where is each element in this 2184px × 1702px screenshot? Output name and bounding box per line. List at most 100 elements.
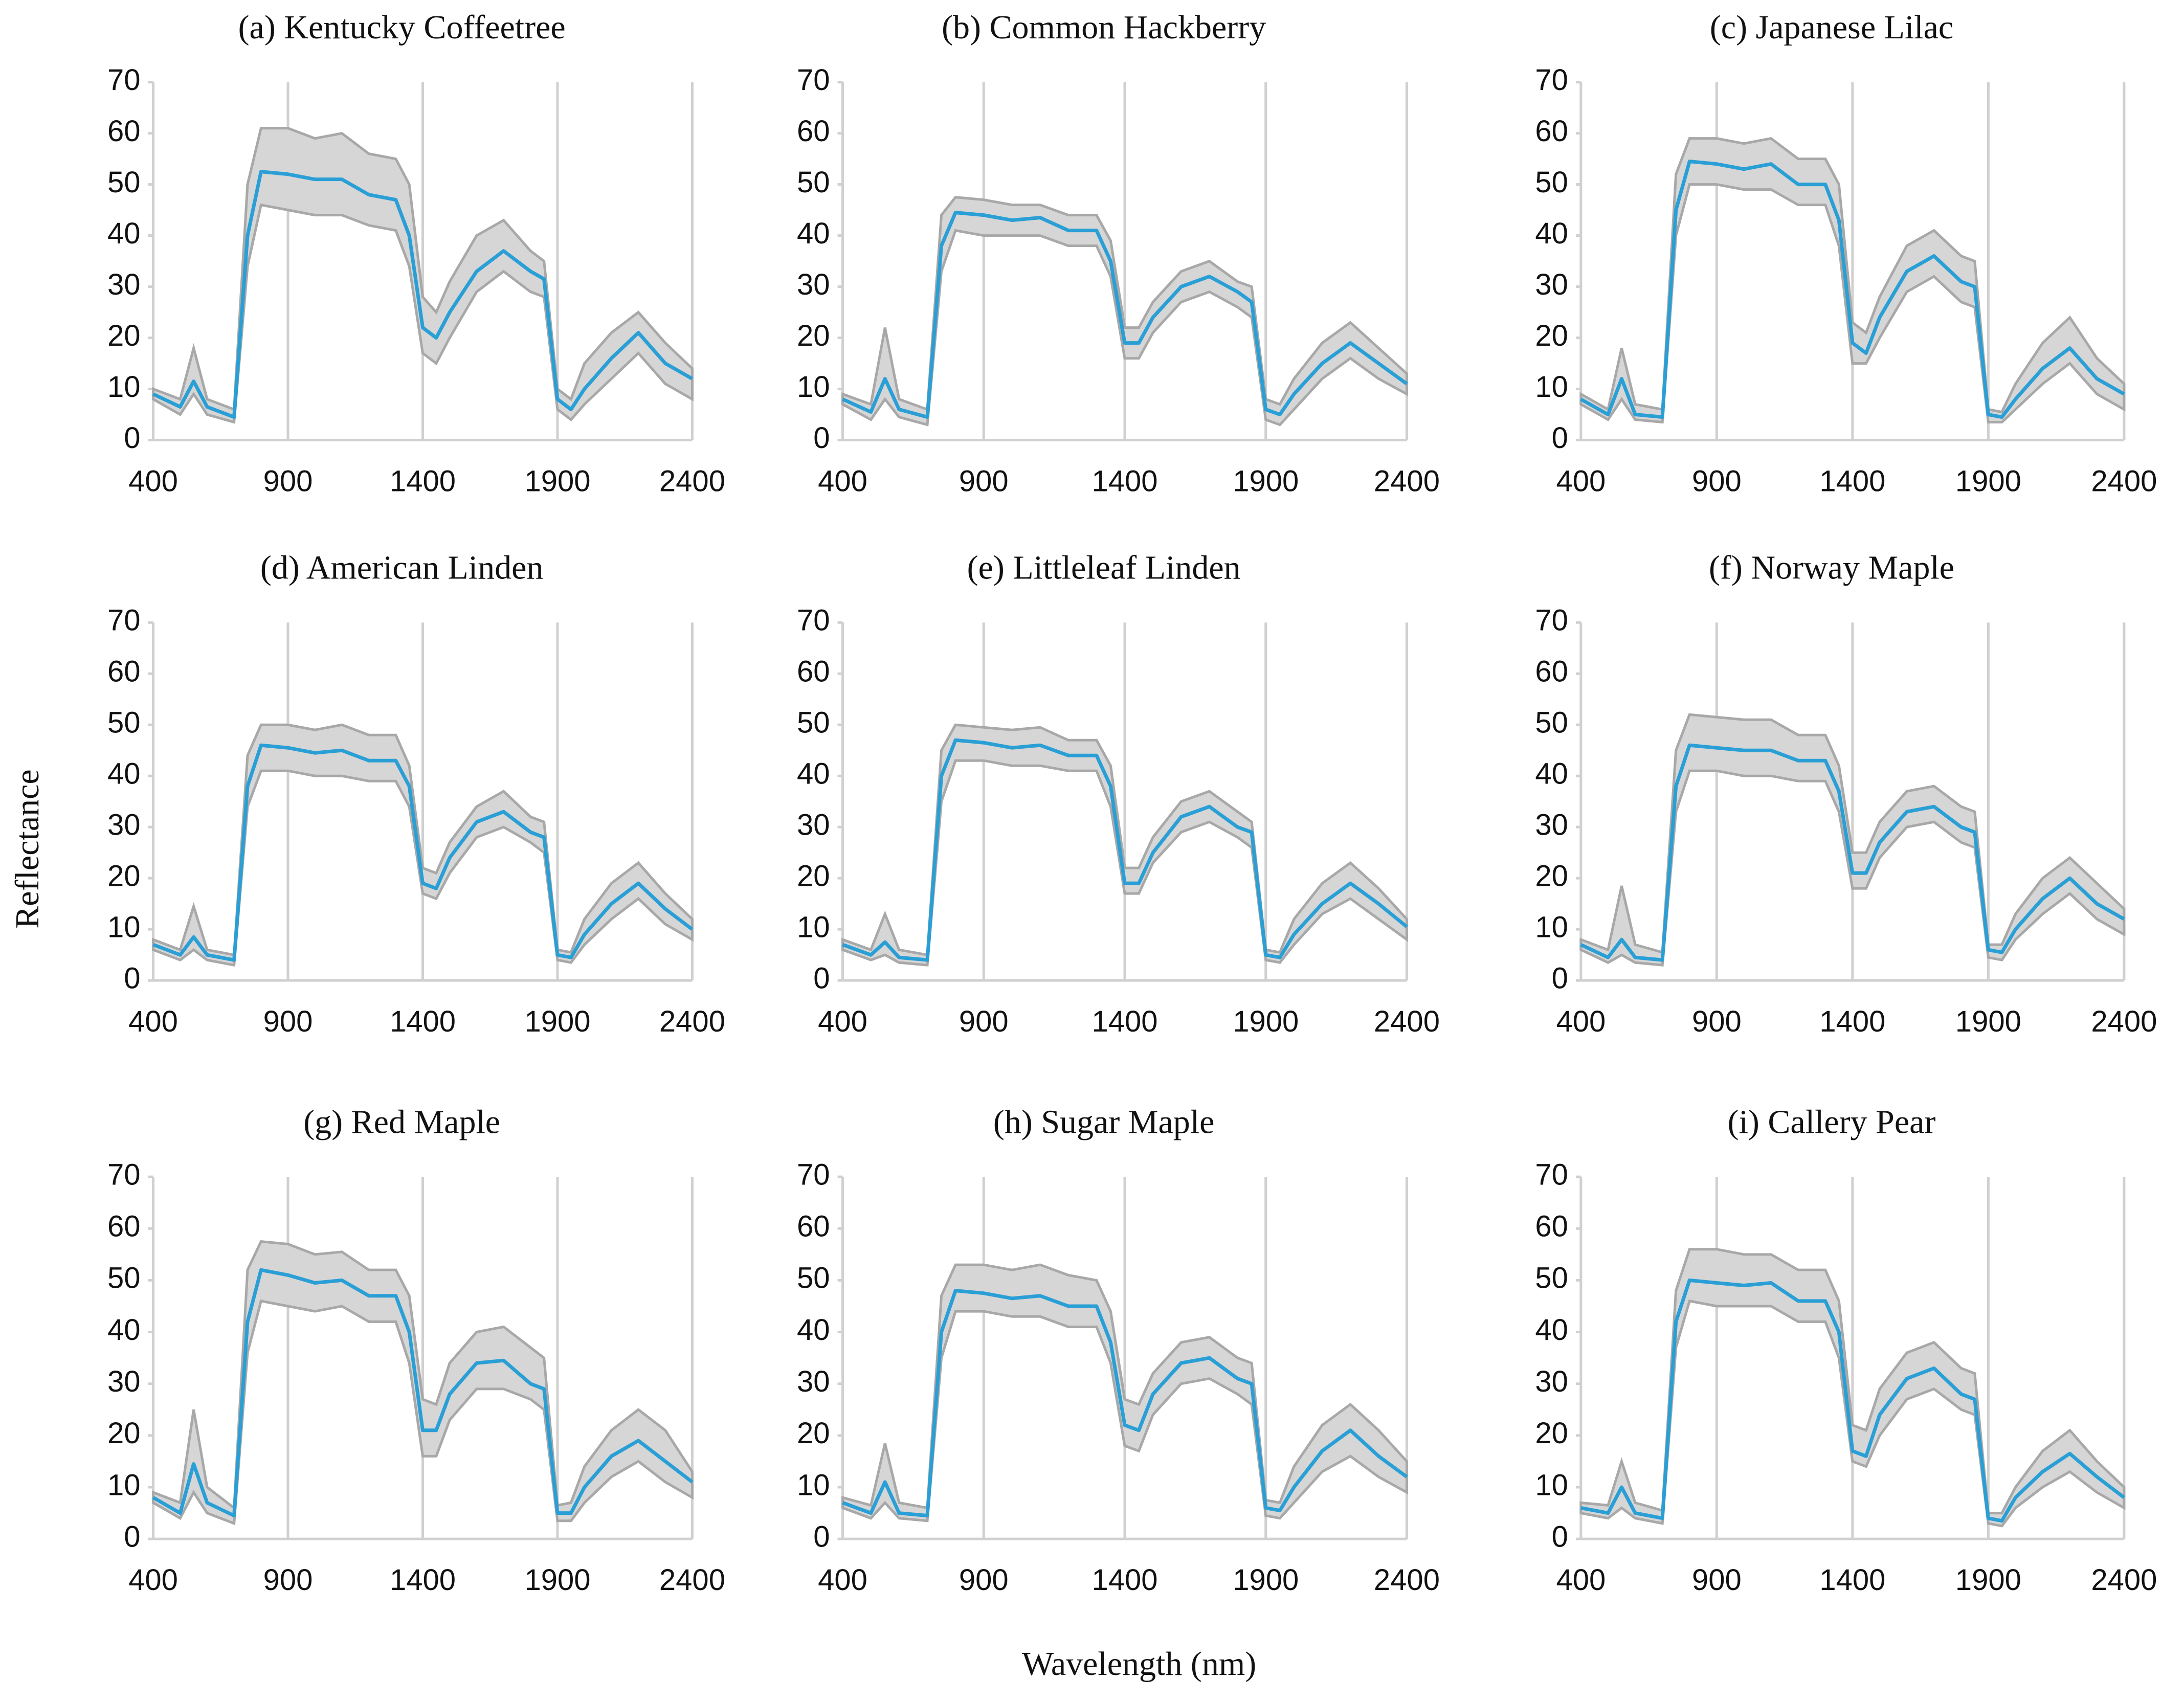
- x-tick-label: 1400: [1819, 1005, 1885, 1038]
- x-tick-label: 1900: [1955, 1563, 2021, 1597]
- x-tick-label: 900: [263, 1005, 313, 1038]
- range-band: [152, 723, 694, 967]
- y-tick-label: 30: [107, 1365, 141, 1398]
- y-tick-label: 50: [107, 1262, 141, 1295]
- x-tick-label: 900: [1692, 465, 1742, 498]
- x-tick-label: 400: [818, 465, 867, 498]
- x-tick-label: 1900: [524, 465, 590, 498]
- y-tick-label: 30: [107, 268, 141, 301]
- y-tick-label: 0: [124, 1520, 140, 1553]
- x-tick-label: 2400: [2091, 1563, 2157, 1597]
- y-tick-label: 10: [797, 1468, 830, 1502]
- x-tick-label: 2400: [1374, 1005, 1440, 1038]
- y-tick-label: 0: [813, 961, 830, 995]
- x-tick-label: 2400: [659, 465, 725, 498]
- y-tick-label: 70: [107, 63, 141, 97]
- x-tick-label: 400: [818, 1005, 867, 1038]
- y-tick-label: 20: [797, 1417, 830, 1450]
- x-tick-label: 2400: [659, 1563, 725, 1597]
- x-tick-label: 1900: [1233, 1563, 1299, 1597]
- y-tick-label: 40: [107, 217, 141, 250]
- y-tick-label: 20: [1535, 319, 1568, 352]
- x-tick-label: 1400: [1091, 1563, 1157, 1597]
- y-tick-label: 10: [107, 910, 141, 944]
- chart-title: (h) Sugar Maple: [993, 1103, 1215, 1140]
- y-tick-label: 30: [107, 809, 141, 842]
- mean-line: [152, 743, 694, 962]
- x-tick-label: 1900: [524, 1563, 590, 1597]
- y-tick-label: 0: [124, 421, 140, 455]
- y-tick-label: 60: [797, 1210, 830, 1243]
- chart-title: (f) Norway Maple: [1709, 549, 1954, 587]
- chart-title: (a) Kentucky Coffeetree: [238, 9, 566, 46]
- chart-title: (g) Red Maple: [303, 1103, 500, 1140]
- y-tick-label: 70: [797, 63, 830, 97]
- y-tick-label: 50: [107, 166, 141, 199]
- x-tick-label: 400: [128, 1005, 178, 1038]
- y-tick-label: 60: [1535, 1210, 1568, 1243]
- y-tick-label: 30: [797, 268, 830, 301]
- y-tick-label: 10: [1535, 1468, 1568, 1502]
- y-tick-label: 10: [797, 910, 830, 944]
- y-tick-label: 20: [797, 319, 830, 352]
- y-tick-label: 0: [1552, 1520, 1568, 1553]
- x-tick-label: 1900: [1233, 1005, 1299, 1038]
- x-tick-label: 400: [1556, 465, 1606, 498]
- x-tick-label: 1400: [390, 1005, 456, 1038]
- chart-title: (b) Common Hackberry: [942, 9, 1266, 46]
- x-tick-label: 400: [128, 1563, 178, 1597]
- y-tick-label: 50: [107, 706, 141, 740]
- x-tick-label: 1400: [1091, 1005, 1157, 1038]
- y-tick-label: 40: [1535, 1313, 1568, 1347]
- x-tick-label: 900: [959, 465, 1009, 498]
- y-tick-label: 20: [1535, 860, 1568, 893]
- y-tick-label: 10: [1535, 910, 1568, 944]
- y-tick-label: 30: [1535, 268, 1568, 301]
- y-tick-label: 0: [124, 961, 140, 995]
- y-tick-label: 10: [1535, 370, 1568, 404]
- y-tick-label: 60: [1535, 115, 1568, 148]
- x-tick-label: 400: [818, 1563, 867, 1597]
- y-tick-label: 40: [107, 757, 141, 791]
- range-band: [841, 1263, 1408, 1522]
- y-tick-label: 0: [1552, 421, 1568, 455]
- y-tick-label: 20: [107, 319, 141, 352]
- mean-line: [1580, 743, 2125, 962]
- mean-line: [842, 1289, 1408, 1518]
- x-tick-label: 900: [1692, 1005, 1742, 1038]
- y-tick-label: 10: [107, 370, 141, 404]
- y-tick-label: 10: [797, 370, 830, 404]
- y-tick-label: 70: [1535, 604, 1568, 637]
- x-tick-label: 1400: [1819, 465, 1885, 498]
- y-tick-label: 50: [797, 166, 830, 199]
- x-tick-label: 1900: [524, 1005, 590, 1038]
- x-tick-label: 2400: [659, 1005, 725, 1038]
- x-tick-label: 2400: [2091, 465, 2157, 498]
- y-tick-label: 40: [1535, 217, 1568, 250]
- x-tick-label: 400: [1556, 1005, 1606, 1038]
- y-tick-label: 50: [797, 1262, 830, 1295]
- y-tick-label: 30: [1535, 1365, 1568, 1398]
- y-tick-label: 70: [107, 1158, 141, 1191]
- chart-title: (i) Callery Pear: [1728, 1103, 1936, 1140]
- x-tick-label: 1400: [390, 1563, 456, 1597]
- x-tick-label: 900: [959, 1005, 1009, 1038]
- x-tick-label: 900: [959, 1563, 1009, 1597]
- x-tick-label: 1900: [1955, 1005, 2021, 1038]
- y-tick-label: 40: [1535, 757, 1568, 791]
- x-tick-label: 1400: [390, 465, 456, 498]
- y-tick-label: 60: [107, 115, 141, 148]
- y-tick-label: 50: [1535, 706, 1568, 740]
- y-tick-label: 20: [107, 860, 141, 893]
- y-tick-label: 30: [1535, 809, 1568, 842]
- x-tick-label: 900: [263, 465, 313, 498]
- mean-line: [842, 738, 1408, 962]
- x-tick-label: 1900: [1955, 465, 2021, 498]
- range-band: [152, 1240, 694, 1526]
- y-tick-label: 10: [107, 1468, 141, 1502]
- mean-line: [1580, 1278, 2126, 1523]
- y-tick-label: 60: [1535, 655, 1568, 688]
- y-tick-label: 50: [1535, 166, 1568, 199]
- y-tick-label: 0: [1552, 961, 1568, 995]
